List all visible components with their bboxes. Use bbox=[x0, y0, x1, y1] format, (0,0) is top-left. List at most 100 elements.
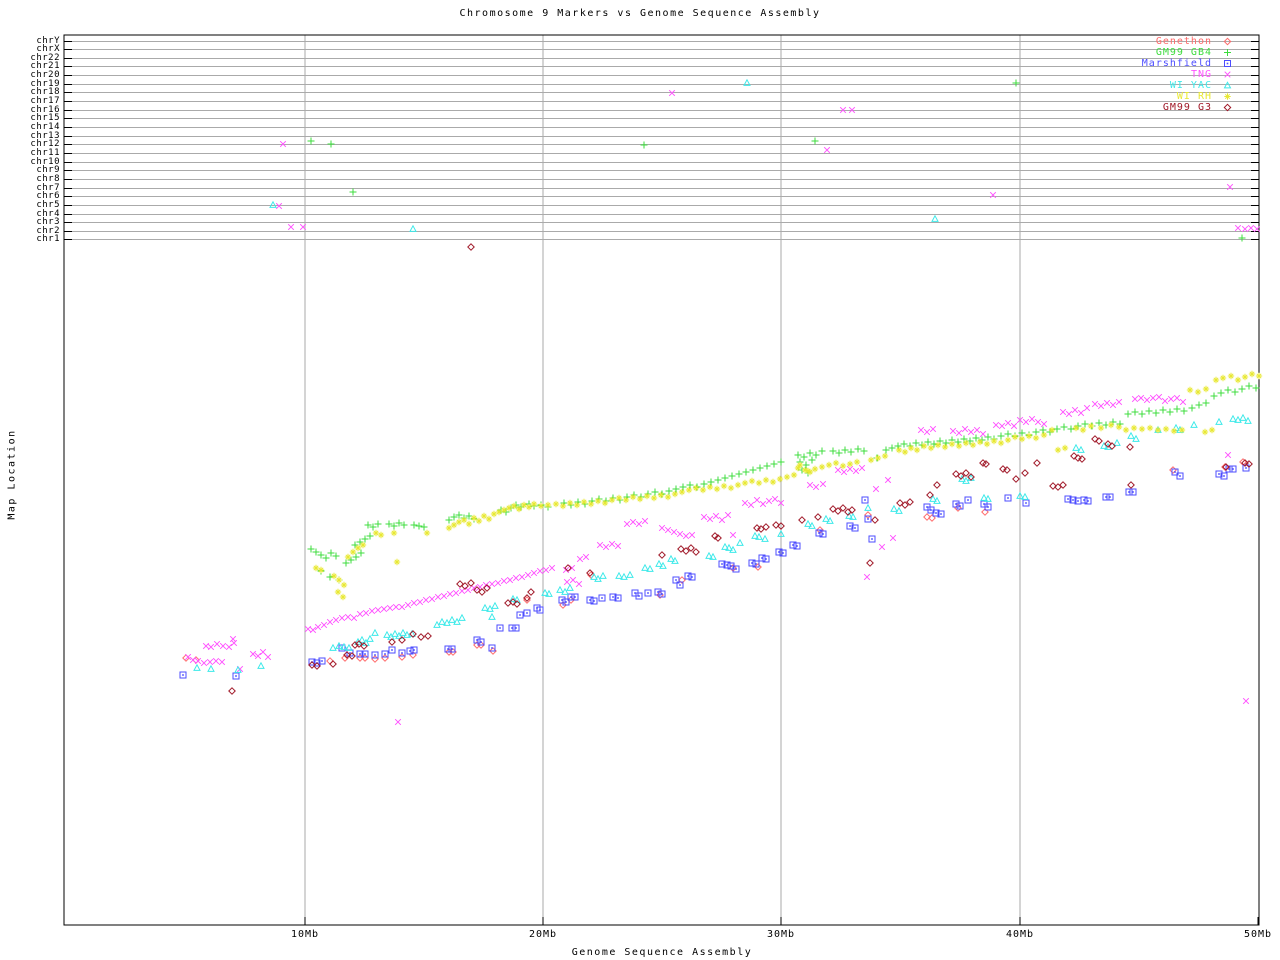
marker bbox=[832, 459, 840, 467]
marker bbox=[1022, 418, 1030, 426]
marker bbox=[678, 488, 686, 496]
marker bbox=[723, 561, 731, 569]
marker bbox=[207, 664, 215, 672]
marker bbox=[976, 438, 984, 446]
marker bbox=[524, 571, 532, 579]
marker bbox=[1231, 388, 1239, 396]
marker bbox=[344, 613, 352, 621]
marker bbox=[688, 573, 696, 581]
marker bbox=[711, 532, 719, 540]
chromosome-label-chr13: chr13 bbox=[30, 130, 60, 141]
marker bbox=[586, 569, 594, 577]
marker bbox=[1064, 495, 1072, 503]
marker bbox=[561, 587, 569, 595]
marker bbox=[495, 508, 503, 516]
marker bbox=[1180, 407, 1188, 415]
marker bbox=[790, 471, 798, 479]
marker bbox=[1021, 492, 1029, 500]
marker bbox=[777, 522, 785, 530]
marker bbox=[615, 571, 623, 579]
marker bbox=[629, 518, 637, 526]
marker bbox=[756, 464, 764, 472]
marker bbox=[659, 561, 667, 569]
marker bbox=[650, 494, 658, 502]
marker bbox=[849, 512, 857, 520]
marker bbox=[312, 564, 320, 572]
marker bbox=[477, 638, 485, 646]
chromosome-label-chr6: chr6 bbox=[36, 190, 60, 201]
marker bbox=[765, 497, 773, 505]
marker bbox=[706, 515, 714, 523]
marker bbox=[234, 665, 242, 673]
marker bbox=[299, 223, 307, 231]
marker bbox=[763, 462, 771, 470]
marker bbox=[601, 499, 609, 507]
marker bbox=[371, 651, 379, 659]
marker bbox=[923, 513, 931, 521]
marker bbox=[380, 605, 388, 613]
marker bbox=[339, 593, 347, 601]
marker bbox=[218, 658, 226, 666]
marker bbox=[758, 554, 766, 562]
marker bbox=[1138, 410, 1146, 418]
marker bbox=[573, 501, 581, 509]
marker bbox=[381, 650, 389, 658]
marker bbox=[644, 589, 652, 597]
marker bbox=[314, 623, 322, 631]
marker bbox=[569, 576, 577, 584]
marker bbox=[374, 520, 382, 528]
marker bbox=[332, 552, 340, 560]
marker bbox=[798, 516, 806, 524]
marker bbox=[927, 444, 935, 452]
marker bbox=[1048, 426, 1056, 434]
series-tng bbox=[184, 89, 1261, 726]
marker bbox=[770, 460, 778, 468]
marker bbox=[819, 530, 827, 538]
marker bbox=[1087, 422, 1095, 430]
marker bbox=[1137, 394, 1145, 402]
marker bbox=[1143, 396, 1151, 404]
marker bbox=[552, 500, 560, 508]
marker bbox=[997, 432, 1005, 440]
legend-marker-icon bbox=[1224, 60, 1231, 67]
marker bbox=[1016, 491, 1024, 499]
legend-label: GM99 G3 bbox=[1162, 102, 1212, 113]
marker bbox=[400, 521, 408, 529]
marker bbox=[840, 468, 848, 476]
marker bbox=[287, 223, 295, 231]
marker bbox=[520, 501, 528, 509]
marker bbox=[721, 542, 729, 550]
marker bbox=[956, 502, 964, 510]
marker bbox=[755, 532, 763, 540]
marker bbox=[279, 140, 287, 148]
marker bbox=[806, 468, 814, 476]
marker bbox=[861, 496, 869, 504]
marker bbox=[488, 612, 496, 620]
marker bbox=[829, 447, 837, 455]
marker bbox=[1234, 224, 1242, 232]
legend-entry-marshfield: Marshfield bbox=[980, 58, 1236, 69]
marker bbox=[523, 594, 531, 602]
marker bbox=[771, 495, 779, 503]
marker bbox=[309, 626, 317, 634]
marker bbox=[275, 202, 283, 210]
marker bbox=[834, 507, 842, 515]
marker bbox=[1079, 426, 1087, 434]
marker bbox=[1011, 433, 1019, 441]
marker bbox=[955, 442, 963, 450]
marker bbox=[1215, 417, 1223, 425]
marker bbox=[398, 636, 406, 644]
marker bbox=[1167, 395, 1175, 403]
marker bbox=[1109, 401, 1117, 409]
marker bbox=[212, 657, 220, 665]
marker bbox=[1115, 398, 1123, 406]
marker bbox=[868, 535, 876, 543]
marker bbox=[734, 481, 742, 489]
marker bbox=[344, 553, 352, 561]
marker bbox=[207, 643, 215, 651]
marker bbox=[385, 520, 393, 528]
marker bbox=[724, 511, 732, 519]
marker bbox=[388, 646, 396, 654]
